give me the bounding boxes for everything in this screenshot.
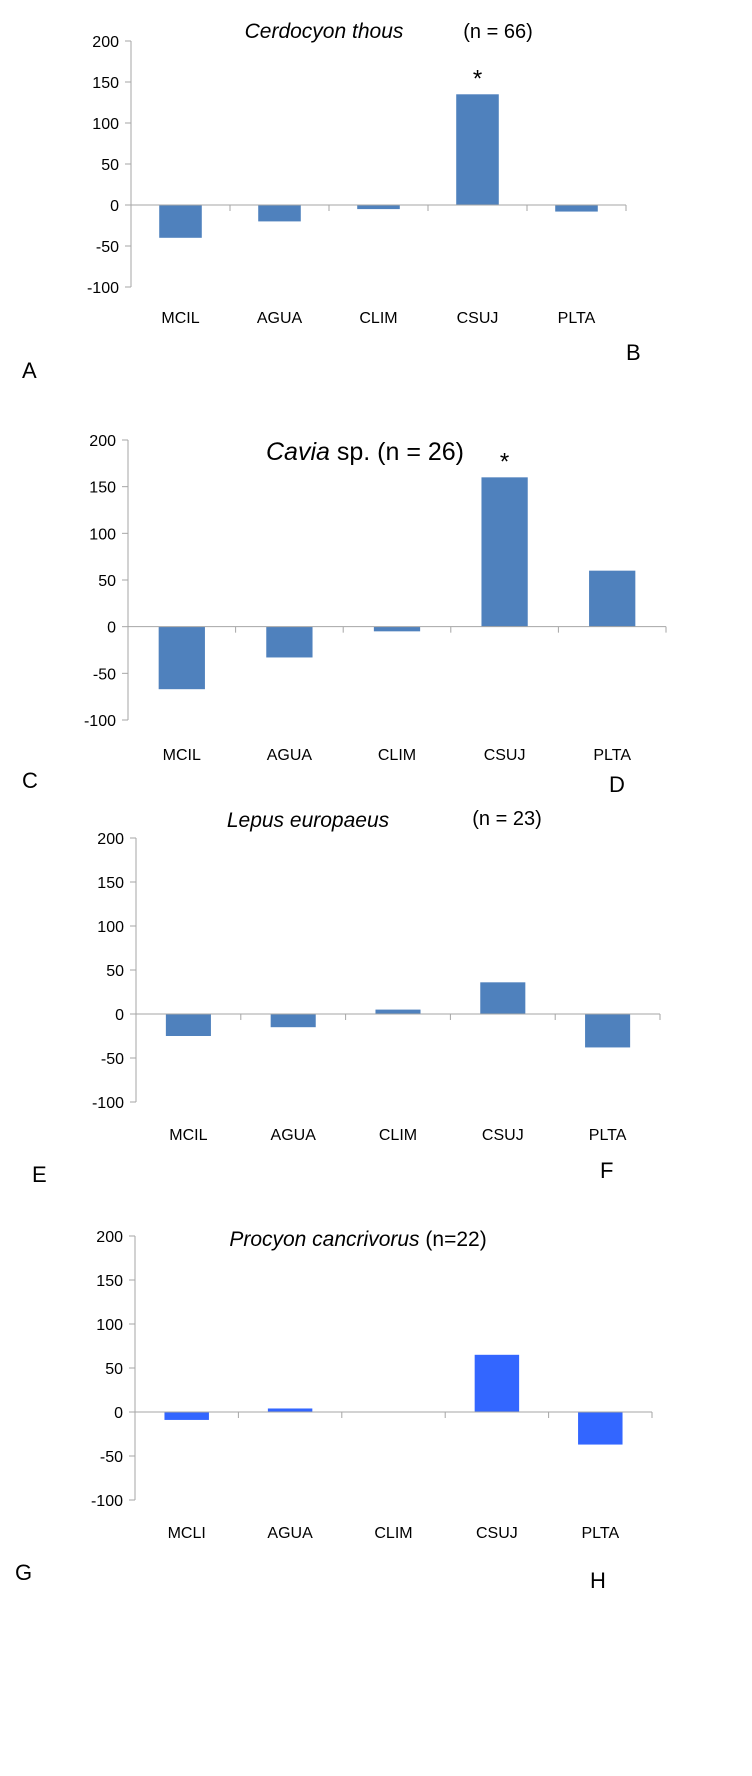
category-label: MCIL <box>161 310 199 327</box>
bar-mcli <box>164 1412 209 1420</box>
panel-label: E <box>32 1162 47 1187</box>
species-name: Lepus europaeus <box>227 809 390 832</box>
y-tick-label: 0 <box>110 198 119 215</box>
y-tick-label: 200 <box>97 831 124 848</box>
bar-plta <box>589 570 636 627</box>
bar-plta <box>555 205 598 212</box>
y-tick-label: -100 <box>91 1493 123 1510</box>
species-name: Cerdocyon thous <box>245 20 404 43</box>
y-tick-label: 50 <box>105 1361 123 1378</box>
category-label: MCIL <box>169 1127 207 1144</box>
category-label: AGUA <box>267 747 313 764</box>
category-label: PLTA <box>558 310 596 327</box>
y-tick-label: 150 <box>92 75 119 92</box>
bar-csuj <box>481 477 528 627</box>
panel-label: G <box>15 1560 32 1585</box>
y-tick-label: 150 <box>89 480 116 497</box>
species-name: Cavia <box>266 438 330 466</box>
bar-csuj <box>480 982 526 1014</box>
y-tick-label: 200 <box>89 433 116 450</box>
chart-panel-2: -100 -50 0 50 100 150 200 * MCIL AGUA CLIM CSUJ PLTA… <box>22 433 667 797</box>
category-label: CSUJ <box>482 1127 524 1144</box>
bar-clim <box>375 1009 421 1014</box>
chart-title: Procyon cancrivorus (n=22) <box>229 1228 486 1251</box>
chart-title: Lepus europaeus <box>227 809 390 832</box>
y-tick-label: 0 <box>114 1405 123 1422</box>
y-tick-label: -50 <box>100 1449 123 1466</box>
panel-label: B <box>626 340 641 365</box>
significance-marker: * <box>500 448 509 475</box>
sample-size: (n = 23) <box>472 808 541 830</box>
significance-marker: * <box>473 65 482 92</box>
y-tick-label: 150 <box>96 1273 123 1290</box>
y-tick-label: 50 <box>98 573 116 590</box>
chart-panel-4: -100 -50 0 50 100 150 200 MCLI AGUA CLIM CSUJ PLTA P… <box>15 1228 653 1593</box>
bar-mcil <box>158 626 205 690</box>
chart-panel-3: -100 -50 0 50 100 150 200 MCIL AGUA CLIM CSUJ PLTA L… <box>32 808 661 1187</box>
y-tick-label: -50 <box>101 1051 124 1068</box>
category-label: CLIM <box>378 747 416 764</box>
y-tick-label: 50 <box>106 963 124 980</box>
y-tick-label: 50 <box>101 157 119 174</box>
chart-panel-1: -100 -50 0 50 100 150 200 * MCIL AGUA CLIM CSUJ PLTA… <box>22 20 641 383</box>
bar-agua <box>258 205 301 222</box>
category-label: PLTA <box>593 747 631 764</box>
y-tick-label: -100 <box>92 1095 124 1112</box>
bar-mcil <box>159 205 202 238</box>
category-label: PLTA <box>581 1525 619 1542</box>
bar-csuj <box>474 1354 520 1412</box>
category-label: CLIM <box>374 1525 412 1542</box>
bar-agua <box>266 626 313 658</box>
category-label: CSUJ <box>476 1525 518 1542</box>
sample-size: sp. (n = 26) <box>330 438 464 466</box>
category-label: PLTA <box>589 1127 627 1144</box>
category-label: AGUA <box>271 1127 317 1144</box>
category-label: AGUA <box>267 1525 313 1542</box>
y-tick-label: -100 <box>84 713 116 730</box>
y-tick-label: -50 <box>96 239 119 256</box>
category-label: CLIM <box>379 1127 417 1144</box>
panel-label: A <box>22 358 37 383</box>
y-tick-label: 0 <box>115 1007 124 1024</box>
y-tick-label: 100 <box>96 1317 123 1334</box>
panel-label: H <box>590 1568 606 1593</box>
y-tick-label: 100 <box>97 919 124 936</box>
category-label: CSUJ <box>457 310 499 327</box>
y-tick-label: 200 <box>96 1229 123 1246</box>
y-tick-label: 100 <box>92 116 119 133</box>
category-label: MCIL <box>163 747 201 764</box>
bar-plta <box>578 1412 623 1445</box>
category-label: CSUJ <box>484 747 526 764</box>
bar-agua <box>267 1408 313 1412</box>
sample-size: (n=22) <box>420 1228 487 1251</box>
bar-clim <box>373 626 421 632</box>
bar-mcil <box>165 1014 211 1036</box>
bar-agua <box>270 1014 316 1028</box>
category-label: MCLI <box>168 1525 206 1542</box>
y-tick-label: -50 <box>93 666 116 683</box>
panel-label: C <box>22 768 38 793</box>
y-tick-label: -100 <box>87 280 119 297</box>
chart-title: Cerdocyon thous <box>245 20 404 43</box>
y-tick-label: 100 <box>89 526 116 543</box>
category-label: CLIM <box>359 310 397 327</box>
sample-size: (n = 66) <box>463 21 532 43</box>
bar-clim <box>357 205 400 210</box>
y-tick-label: 200 <box>92 34 119 51</box>
y-tick-label: 0 <box>107 620 116 637</box>
panel-label: D <box>609 772 625 797</box>
species-name: Procyon cancrivorus <box>229 1228 420 1251</box>
panel-label: F <box>600 1158 613 1183</box>
chart-title: Cavia sp. (n = 26) <box>266 438 464 466</box>
bar-csuj <box>456 94 499 205</box>
y-tick-label: 150 <box>97 875 124 892</box>
category-label: AGUA <box>257 310 303 327</box>
bar-plta <box>585 1014 631 1048</box>
